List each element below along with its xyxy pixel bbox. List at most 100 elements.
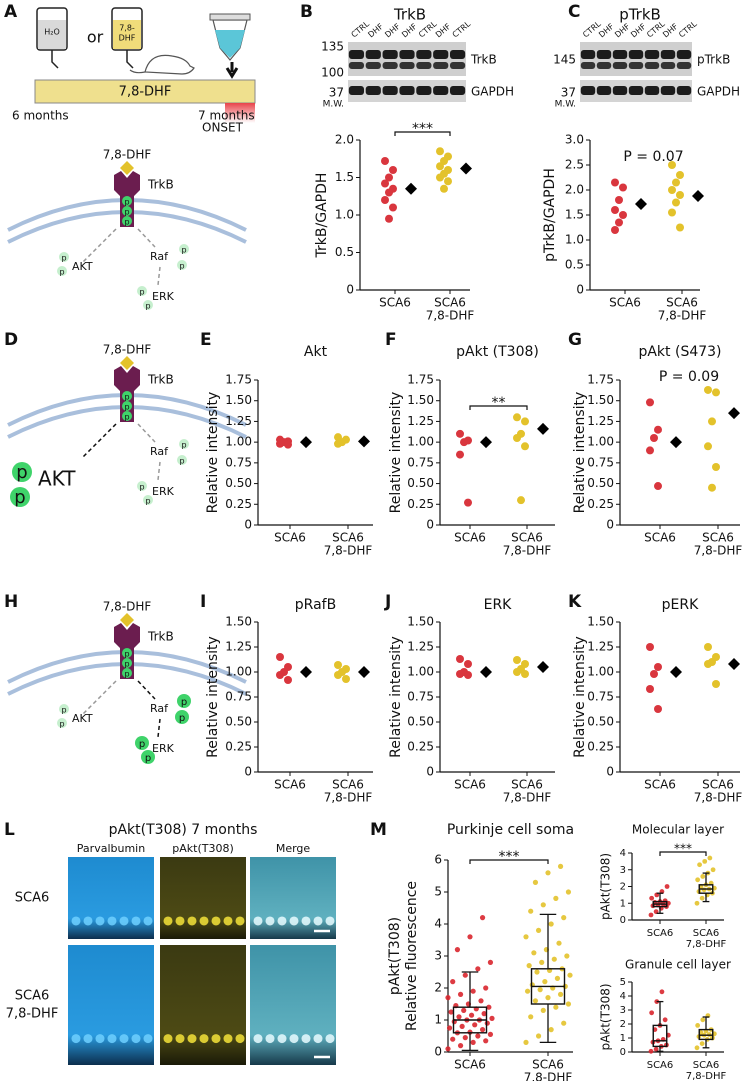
phospho-label: p (181, 246, 186, 255)
y-tick-label: 1.00 (587, 665, 614, 679)
x-tick-label: SCA6 (702, 531, 734, 545)
mean-marker (358, 666, 370, 678)
arrow (81, 228, 117, 264)
data-point (446, 1025, 453, 1031)
panel-letter: D (4, 330, 18, 350)
data-point (462, 972, 468, 978)
x-tick-label: SCA6 (644, 778, 676, 792)
data-point (450, 1036, 456, 1042)
cell-body (187, 1034, 197, 1044)
data-point (712, 388, 720, 397)
blot-title: pTrkB (619, 6, 661, 24)
mw-label: 37 (329, 86, 344, 100)
data-point (524, 988, 531, 994)
data-point (712, 680, 720, 688)
y-tick-label: 0.25 (407, 740, 434, 754)
data-point (699, 1041, 705, 1046)
y-axis-label: Relative intensity (572, 636, 588, 758)
band (449, 50, 466, 59)
cell-body (107, 1034, 117, 1044)
mean-marker (728, 658, 740, 670)
band (660, 62, 676, 69)
y-tick-label: 0.25 (225, 740, 252, 754)
cell-body (289, 1034, 299, 1044)
y-tick-label: 3.0 (565, 133, 584, 147)
x-tick-label: 7,8-DHF (694, 544, 743, 558)
y-tick-label: 0.50 (407, 715, 434, 729)
mean-marker (692, 190, 704, 202)
mean-marker (635, 198, 647, 210)
y-tick-label: 1.25 (225, 414, 252, 428)
phospho-circle (122, 206, 132, 216)
x-tick-label: 7,8-DHF (686, 1071, 727, 1081)
data-point (561, 915, 567, 921)
p-value-label: P = 0.09 (659, 369, 719, 385)
band (580, 62, 596, 69)
y-tick-label: 4 (620, 848, 626, 859)
phospho-label: p (61, 706, 66, 715)
arrow (157, 266, 161, 286)
data-point (648, 1048, 654, 1054)
pathway-label: Raf (150, 250, 169, 263)
data-point (654, 482, 662, 491)
arrow (81, 423, 117, 459)
pathway-label: Raf (150, 445, 169, 458)
x-tick-label: SCA6 (702, 778, 734, 792)
mean-marker (670, 436, 682, 449)
data-point (694, 900, 700, 906)
y-tick-label: 0 (620, 915, 626, 926)
significance-bracket (469, 405, 528, 410)
x-tick-label: SCA6 (644, 531, 676, 545)
phospho-label: p (139, 483, 144, 492)
data-point (672, 178, 680, 187)
data-point (481, 1011, 487, 1017)
mean-marker (480, 666, 492, 678)
x-tick-label: SCA6 (647, 928, 674, 939)
cell-body (107, 916, 117, 926)
pathway-label: ERK (152, 485, 175, 498)
data-point (646, 446, 654, 455)
y-tick-label: 0 (426, 765, 434, 779)
band (660, 50, 676, 59)
data-point (334, 661, 342, 669)
micrograph-title: pAkt(T308) 7 months (109, 822, 258, 838)
cell-body (301, 916, 311, 926)
data-point (704, 385, 712, 394)
phospho-circle (175, 710, 189, 724)
phospho-circle (122, 668, 132, 678)
band (449, 86, 466, 95)
phospho-label: p (59, 268, 64, 277)
cell-body (211, 916, 221, 926)
chart-title: pERK (662, 597, 699, 613)
mean-marker (300, 436, 312, 449)
cell-body (313, 1034, 323, 1044)
cell-body (175, 916, 185, 926)
ligand-diamond (120, 356, 134, 370)
vial-fill (38, 20, 66, 49)
data-point (462, 1035, 468, 1041)
data-point (659, 989, 665, 995)
data-point (535, 1033, 542, 1039)
data-point (664, 884, 670, 889)
x-tick-label: 7,8-DHF (503, 791, 552, 805)
cell-body (265, 1034, 275, 1044)
data-point (548, 1027, 554, 1033)
cell-body (83, 1034, 93, 1044)
mean-marker (460, 162, 472, 175)
phospho-circle (59, 704, 69, 714)
data-point (521, 670, 529, 678)
pathway-label: ERK (152, 742, 175, 755)
data-point (436, 147, 444, 156)
blot-title: TrkB (393, 6, 426, 24)
data-point (342, 675, 350, 683)
cell-body (325, 1034, 335, 1044)
phospho-label: p (179, 713, 185, 724)
micrograph (68, 857, 154, 939)
phospho-label: p (14, 487, 25, 508)
band (660, 86, 676, 95)
data-point (381, 196, 389, 204)
panel-letter: C (568, 2, 580, 22)
y-tick-label: 1.75 (407, 373, 434, 387)
mean-marker (358, 435, 370, 448)
data-point (649, 895, 655, 901)
